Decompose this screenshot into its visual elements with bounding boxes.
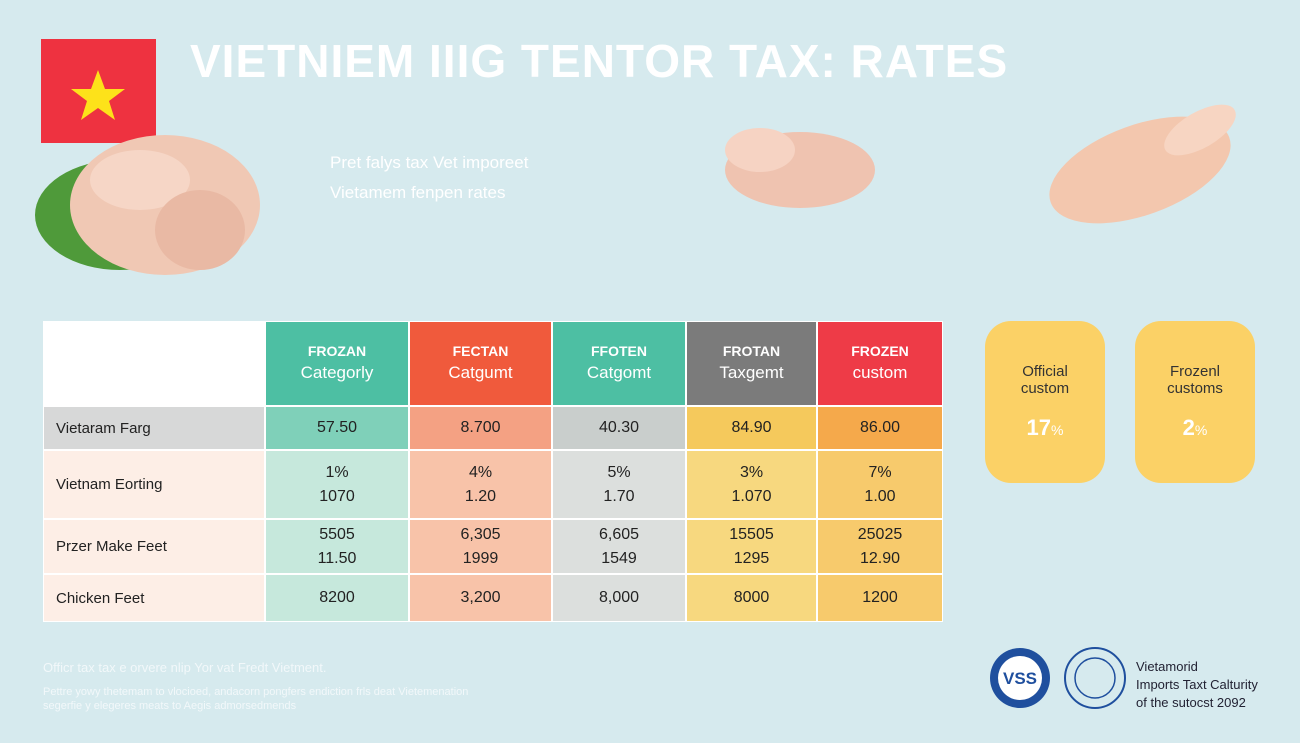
logo-text: VSS bbox=[1003, 669, 1037, 688]
table-cell: 8.700 bbox=[409, 406, 552, 450]
cell-text: 1% bbox=[325, 464, 349, 482]
cell-text: 25025 bbox=[857, 526, 903, 544]
header-text: Catgomt bbox=[586, 363, 652, 383]
header-cell: FROTAN Taxgemt bbox=[686, 321, 817, 406]
badge-unit: % bbox=[1194, 422, 1208, 438]
table-cell: 25025 12.90 bbox=[817, 519, 943, 574]
cell-text: 1.70 bbox=[603, 487, 635, 505]
cell-text: 86.00 bbox=[859, 419, 901, 437]
table-cell: 3% 1.070 bbox=[686, 450, 817, 519]
footer-text: Officr tax tax e orvere nlip Yor vat Fre… bbox=[43, 660, 327, 675]
badge-label: custom bbox=[1020, 380, 1070, 397]
badge-value: 2% bbox=[1183, 415, 1208, 441]
cell-text: 3,200 bbox=[460, 589, 501, 607]
cell-text: 3% bbox=[739, 464, 764, 482]
cell-text: 1.20 bbox=[464, 487, 497, 505]
credit-text: Imports Taxt Calturity bbox=[1136, 677, 1258, 692]
rate-badge: Frozenl customs 2% bbox=[1135, 321, 1255, 483]
cell-text: 5505 bbox=[319, 526, 355, 544]
badge-number: 17 bbox=[1026, 415, 1052, 440]
row-label: Vietaram Farg bbox=[43, 406, 265, 450]
subtitle: Vietamem fenpen rates bbox=[330, 183, 506, 202]
header-text: Categorly bbox=[300, 363, 374, 383]
header-text: FFOTEN bbox=[591, 343, 647, 360]
cell-text: 1.00 bbox=[864, 487, 896, 505]
table-cell: 84.90 bbox=[686, 406, 817, 450]
header-text: Catgumt bbox=[448, 363, 513, 383]
cell-text: 57.50 bbox=[316, 419, 358, 437]
badge-label: customs bbox=[1167, 380, 1223, 397]
header-text: Taxgemt bbox=[719, 363, 784, 383]
cell-text: 7% bbox=[868, 464, 892, 482]
credit-text: of the sutocst 2092 bbox=[1136, 695, 1246, 710]
header-text: FECTAN bbox=[452, 343, 509, 360]
header-cell: FROZAN Categorly bbox=[265, 321, 409, 406]
cell-text: 6,305 bbox=[460, 526, 501, 544]
row-label: Chicken Feet bbox=[43, 574, 265, 622]
cell-text: 4% bbox=[468, 464, 493, 482]
header-text: custom bbox=[852, 363, 908, 383]
chicken-feet-image bbox=[35, 135, 260, 275]
table-cell: 15505 1295 bbox=[686, 519, 817, 574]
row-label: Przer Make Feet bbox=[43, 519, 265, 574]
cell-text: 1.070 bbox=[731, 487, 772, 505]
table-cell: 8,000 bbox=[552, 574, 686, 622]
table-cell: 8000 bbox=[686, 574, 817, 622]
chicken-feet-image bbox=[725, 128, 875, 208]
header-cell bbox=[43, 321, 265, 406]
cell-text: 8.700 bbox=[460, 419, 501, 437]
chicken-feet-image bbox=[1049, 104, 1236, 224]
cell-text: 1295 bbox=[733, 549, 770, 567]
header-text: FROZEN bbox=[851, 343, 909, 360]
header-cell: FROZEN custom bbox=[817, 321, 943, 406]
footer-text: Pettre yowy thetemam to vlocioed, andaco… bbox=[43, 686, 469, 698]
table-cell: 6,605 1549 bbox=[552, 519, 686, 574]
badge-value: 17% bbox=[1027, 415, 1064, 441]
cell-text: 5% bbox=[607, 464, 631, 482]
cell-text: 1070 bbox=[319, 487, 355, 505]
table-cell: 40.30 bbox=[552, 406, 686, 450]
table-cell: 7% 1.00 bbox=[817, 450, 943, 519]
table-cell: 86.00 bbox=[817, 406, 943, 450]
header-text: FROTAN bbox=[722, 343, 781, 360]
badge-label: Official bbox=[1022, 363, 1068, 380]
table-cell: 5505 11.50 bbox=[265, 519, 409, 574]
footer-text: segerfie y elegeres meats to Aegis admor… bbox=[43, 700, 297, 712]
table-cell: 6,305 1999 bbox=[409, 519, 552, 574]
cell-text: 6,605 bbox=[598, 526, 640, 544]
badge-unit: % bbox=[1051, 422, 1064, 438]
badge-number: 2 bbox=[1182, 415, 1195, 440]
table-cell: 3,200 bbox=[409, 574, 552, 622]
table-cell: 4% 1.20 bbox=[409, 450, 552, 519]
cell-text: 1200 bbox=[862, 589, 898, 607]
table-cell: 1200 bbox=[817, 574, 943, 622]
logo-seal bbox=[990, 647, 1126, 709]
cell-text: 1999 bbox=[462, 549, 499, 567]
table-cell: 8200 bbox=[265, 574, 409, 622]
rate-badge: Official custom 17% bbox=[985, 321, 1105, 483]
cell-text: 8,000 bbox=[598, 589, 640, 607]
header-text: FROZAN bbox=[307, 343, 367, 360]
table-cell: 5% 1.70 bbox=[552, 450, 686, 519]
header-cell: FECTAN Catgumt bbox=[409, 321, 552, 406]
table-cell: 1% 1070 bbox=[265, 450, 409, 519]
cell-text: 8000 bbox=[733, 589, 770, 607]
flag-star bbox=[71, 70, 125, 120]
cell-text: 12.90 bbox=[859, 549, 901, 567]
header-cell: FFOTEN Catgomt bbox=[552, 321, 686, 406]
cell-text: 8200 bbox=[319, 589, 355, 607]
cell-text: 84.90 bbox=[731, 419, 772, 437]
cell-text: 1549 bbox=[601, 549, 637, 567]
subtitle: Pret falys tax Vet imporeet bbox=[330, 153, 529, 172]
cell-text: 11.50 bbox=[317, 549, 357, 567]
row-label: Vietnam Eorting bbox=[43, 450, 265, 519]
cell-text: 40.30 bbox=[598, 419, 640, 437]
table-cell: 57.50 bbox=[265, 406, 409, 450]
badge-label: Frozenl bbox=[1169, 363, 1221, 380]
cell-text: 15505 bbox=[729, 526, 774, 544]
credit-text: Vietamorid bbox=[1136, 659, 1198, 674]
title: VIETNIEM IIIG TENTOR TAX: RATES bbox=[190, 35, 1009, 87]
